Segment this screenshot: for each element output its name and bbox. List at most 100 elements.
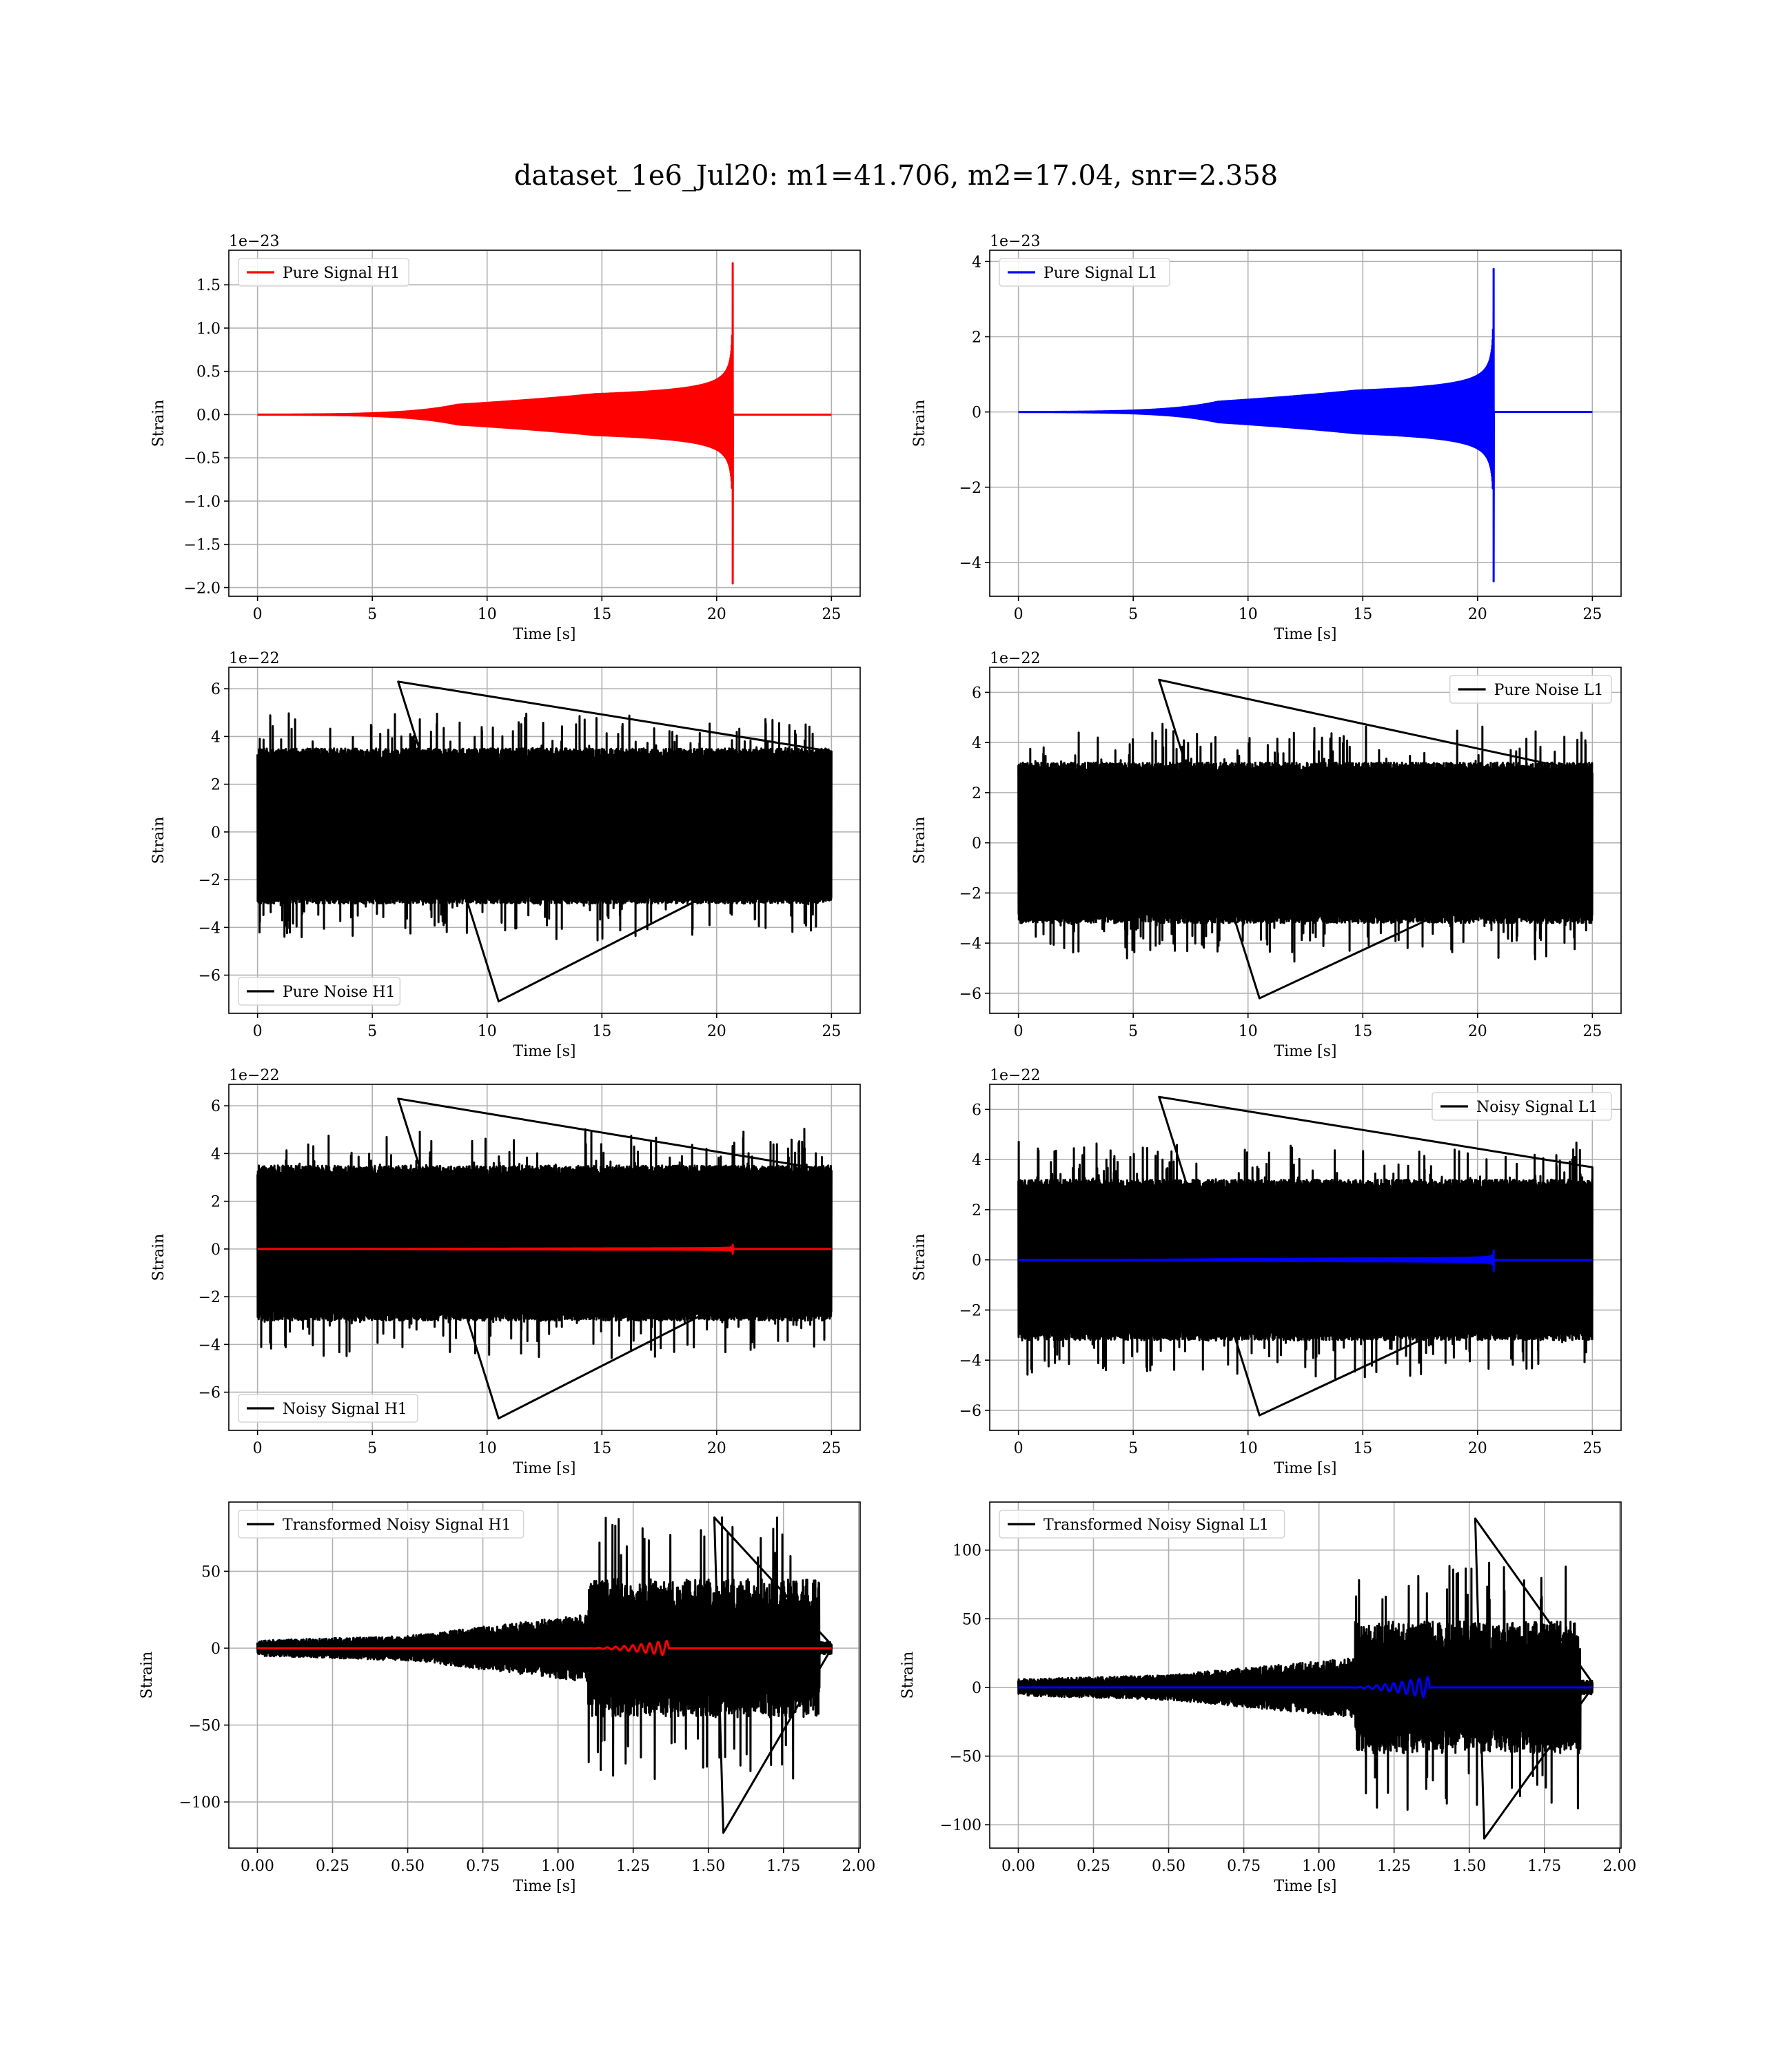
panel-pure-signal-h1: 0 5 10 15 20 25 −2.0 −1.5 −1.0 −0.5 0.0 0.5 1.0 1.5 Ti… xyxy=(150,233,861,643)
x-axis-label: Time [s] xyxy=(1274,626,1336,643)
x-tick-label: 1.50 xyxy=(691,1858,725,1875)
x-tick-label: 20 xyxy=(1468,1023,1487,1040)
y-tick-label: 50 xyxy=(201,1563,221,1581)
y-tick-label: 4 xyxy=(211,729,221,746)
y-tick-label: −1.0 xyxy=(184,494,221,511)
y-tick-label: 2 xyxy=(211,777,221,794)
x-tick-label: 20 xyxy=(1468,1440,1487,1457)
legend-box xyxy=(238,258,409,287)
series-line-1 xyxy=(1017,1676,1594,1699)
legend-label: Pure Noise L1 xyxy=(1494,682,1604,699)
x-tick-label: 25 xyxy=(822,1023,841,1040)
x-tick-label: 5 xyxy=(1128,1023,1138,1040)
x-tick-label: 10 xyxy=(1239,1440,1258,1457)
axes-frame xyxy=(228,667,861,1014)
y-tick-label: 0 xyxy=(972,1253,981,1270)
panel-noisy-signal-l1: 0 5 10 15 20 25 −6 −4 −2 0 2 4 6 Time [s] Strain 1e−22 N… xyxy=(911,1067,1622,1477)
x-tick-label: 0 xyxy=(1014,1440,1024,1457)
y-axis-label: Strain xyxy=(911,1234,928,1281)
x-axis-label: Time [s] xyxy=(513,1878,576,1895)
y-tick-label: 0 xyxy=(211,1641,221,1658)
y-tick-label: −100 xyxy=(179,1794,221,1812)
x-tick-label: 20 xyxy=(707,1440,726,1457)
legend-box xyxy=(238,977,401,1006)
axes-frame xyxy=(989,667,1622,1014)
y-tick-label: −50 xyxy=(189,1718,221,1735)
panel-transformed-noisy-signal-h1: 0.00 0.25 0.50 0.75 1.00 1.25 1.50 1.75 2.00 −100… xyxy=(139,1501,875,1895)
series-group xyxy=(1017,267,1594,582)
series-group xyxy=(256,1516,833,1834)
y-tick-label: 4 xyxy=(972,735,981,752)
y-tick-label: −2 xyxy=(198,872,221,889)
y-tick-label: 2 xyxy=(211,1194,221,1211)
axes-frame xyxy=(989,1501,1622,1849)
legend-box xyxy=(999,1510,1285,1539)
x-tick-label: 1.25 xyxy=(1377,1858,1411,1875)
y-tick-label: 6 xyxy=(972,1102,981,1119)
y-tick-label: −6 xyxy=(959,986,981,1003)
y-tick-label: 0 xyxy=(972,1680,981,1697)
panel-pure-noise-l1: 0 5 10 15 20 25 −6 −4 −2 0 2 4 6 Time [s] Strain 1e−22 P… xyxy=(911,650,1622,1060)
y-tick-label: 1.0 xyxy=(196,321,221,338)
legend-label: Transformed Noisy Signal L1 xyxy=(1043,1517,1269,1534)
series-line-0 xyxy=(256,680,833,1003)
x-tick-label: 0 xyxy=(253,1023,263,1040)
legend-label: Pure Noise H1 xyxy=(283,984,396,1001)
series-line-0 xyxy=(256,262,833,585)
x-axis-label: Time [s] xyxy=(1274,1460,1336,1477)
legend: Pure Signal H1 xyxy=(238,258,409,287)
x-axis-label: Time [s] xyxy=(513,626,576,643)
x-tick-label: 5 xyxy=(1128,1440,1138,1457)
x-tick-label: 25 xyxy=(822,606,841,623)
y-tick-label: −6 xyxy=(959,1403,981,1420)
x-tick-label: 0.75 xyxy=(1227,1858,1261,1875)
figure-title: dataset_1e6_Jul20: m1=41.706, m2=17.04, … xyxy=(514,160,1278,192)
x-tick-label: 10 xyxy=(1239,1023,1258,1040)
series-line-1 xyxy=(256,1640,833,1656)
x-tick-label: 1.00 xyxy=(1302,1858,1336,1875)
legend-label: Pure Signal H1 xyxy=(283,265,400,282)
x-axis-label: Time [s] xyxy=(513,1460,576,1477)
y-tick-label: 100 xyxy=(953,1543,981,1560)
y-tick-label: 2 xyxy=(972,785,981,802)
panel-pure-signal-l1: 0 5 10 15 20 25 −4 −2 0 2 4 Time [s] Strain 1e−23Pure… xyxy=(911,233,1622,643)
series-line-0 xyxy=(256,1097,833,1420)
y-tick-label: −1.5 xyxy=(184,537,221,554)
x-tick-label: 5 xyxy=(367,1023,377,1040)
x-tick-label: 15 xyxy=(1353,606,1372,623)
y-tick-label: −4 xyxy=(959,1352,981,1370)
x-tick-label: 20 xyxy=(1468,606,1487,623)
series-group xyxy=(1017,1095,1594,1417)
x-tick-label: 0.75 xyxy=(466,1858,500,1875)
y-tick-label: −6 xyxy=(198,1385,221,1402)
legend-box xyxy=(999,258,1170,287)
x-tick-label: 0.50 xyxy=(391,1858,425,1875)
x-tick-label: 15 xyxy=(1353,1440,1372,1457)
y-tick-label: −4 xyxy=(959,935,981,953)
y-axis-label: Strain xyxy=(899,1652,917,1699)
y-tick-label: 4 xyxy=(211,1146,221,1163)
x-tick-label: 0 xyxy=(1014,606,1024,623)
y-tick-label: 0 xyxy=(211,824,221,842)
x-tick-label: 5 xyxy=(367,1440,377,1457)
y-tick-label: −2 xyxy=(959,1302,981,1319)
x-tick-label: 0.50 xyxy=(1152,1858,1185,1875)
y-tick-label: 2 xyxy=(972,1202,981,1219)
legend: Transformed Noisy Signal L1 xyxy=(999,1510,1285,1539)
legend-box xyxy=(1432,1092,1612,1121)
series-line-1 xyxy=(1017,1249,1594,1273)
x-tick-label: 0 xyxy=(253,606,263,623)
x-tick-label: 10 xyxy=(478,1440,497,1457)
legend-label: Noisy Signal H1 xyxy=(283,1401,407,1418)
offset-text: 1e−23 xyxy=(229,233,279,250)
legend-label: Noisy Signal L1 xyxy=(1476,1099,1598,1116)
series-group xyxy=(1017,1517,1594,1840)
y-tick-label: 50 xyxy=(962,1611,981,1628)
x-tick-label: 1.75 xyxy=(1527,1858,1561,1875)
y-axis-label: Strain xyxy=(150,1234,167,1281)
legend: Pure Noise H1 xyxy=(238,977,401,1006)
x-tick-label: 15 xyxy=(592,1023,611,1040)
legend-box xyxy=(238,1394,418,1423)
y-tick-label: −4 xyxy=(198,920,221,937)
axes-frame xyxy=(228,1084,861,1431)
